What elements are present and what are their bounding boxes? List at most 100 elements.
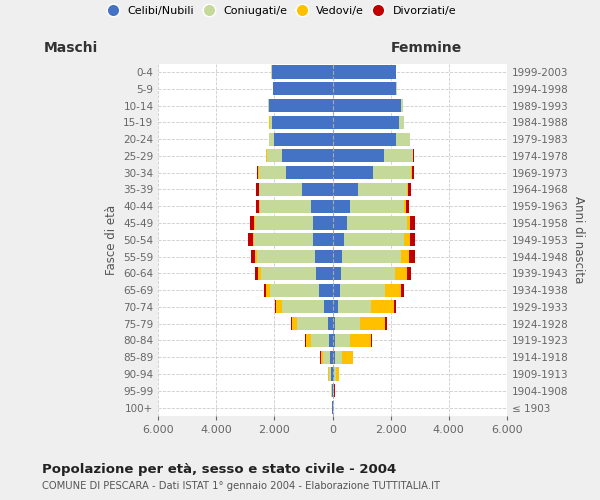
Bar (316, 267, 332, 280)
Bar (257, 250, 314, 263)
Bar (263, 284, 266, 296)
Bar (251, 250, 255, 263)
Bar (311, 200, 332, 213)
Bar (332, 166, 373, 179)
Bar (332, 267, 341, 280)
Bar (292, 317, 297, 330)
Bar (254, 216, 255, 230)
Text: Femmine: Femmine (391, 41, 462, 55)
Bar (332, 99, 401, 112)
Bar (286, 166, 332, 179)
Bar (313, 216, 332, 230)
Bar (331, 384, 332, 398)
Bar (385, 317, 387, 330)
Bar (360, 317, 385, 330)
Bar (332, 132, 396, 145)
Bar (332, 66, 396, 78)
Text: Maschi: Maschi (44, 41, 98, 55)
Bar (329, 368, 331, 380)
Bar (333, 384, 334, 398)
Bar (334, 368, 336, 380)
Bar (335, 350, 341, 364)
Bar (332, 250, 343, 263)
Bar (371, 300, 394, 314)
Bar (399, 116, 404, 129)
Bar (407, 183, 411, 196)
Bar (250, 216, 254, 230)
Bar (253, 234, 254, 246)
Bar (324, 300, 332, 314)
Bar (260, 200, 311, 213)
Bar (313, 234, 332, 246)
Bar (413, 150, 414, 162)
Bar (248, 234, 253, 246)
Text: Popolazione per età, sesso e stato civile - 2004: Popolazione per età, sesso e stato civil… (42, 462, 396, 475)
Bar (338, 300, 371, 314)
Bar (270, 284, 319, 296)
Bar (266, 284, 270, 296)
Bar (412, 166, 414, 179)
Bar (319, 284, 332, 296)
Bar (340, 284, 385, 296)
Bar (259, 166, 286, 179)
Bar (396, 82, 397, 96)
Bar (384, 150, 413, 162)
Bar (302, 183, 332, 196)
Bar (259, 183, 302, 196)
Bar (329, 334, 332, 347)
Bar (394, 300, 395, 314)
Bar (255, 267, 259, 280)
Text: COMUNE DI PESCARA - Dati ISTAT 1° gennaio 2004 - Elaborazione TUTTITALIA.IT: COMUNE DI PESCARA - Dati ISTAT 1° gennai… (42, 481, 440, 491)
Bar (282, 150, 332, 162)
Bar (297, 317, 328, 330)
Bar (257, 166, 258, 179)
Bar (332, 116, 399, 129)
Bar (404, 200, 406, 213)
Bar (332, 300, 338, 314)
Bar (269, 99, 332, 112)
Bar (335, 334, 350, 347)
Bar (332, 317, 335, 330)
Bar (332, 334, 335, 347)
Bar (385, 284, 401, 296)
Bar (256, 200, 259, 213)
Bar (272, 66, 332, 78)
Bar (410, 234, 415, 246)
Y-axis label: Fasce di età: Fasce di età (105, 204, 118, 275)
Bar (256, 183, 259, 196)
Bar (261, 267, 316, 280)
Bar (332, 284, 340, 296)
Bar (277, 300, 282, 314)
Bar (320, 350, 323, 364)
Bar (350, 334, 371, 347)
Bar (291, 317, 292, 330)
Legend: Celibi/Nubili, Coniugati/e, Vedovi/e, Divorziati/e: Celibi/Nubili, Coniugati/e, Vedovi/e, Di… (107, 6, 457, 16)
Bar (350, 200, 404, 213)
Bar (255, 250, 257, 263)
Bar (341, 350, 353, 364)
Bar (341, 267, 395, 280)
Bar (401, 250, 409, 263)
Bar (266, 150, 282, 162)
Bar (401, 99, 403, 112)
Bar (282, 300, 324, 314)
Bar (268, 99, 269, 112)
Bar (311, 334, 329, 347)
Bar (259, 267, 261, 280)
Y-axis label: Anni di nascita: Anni di nascita (572, 196, 585, 284)
Bar (305, 334, 311, 347)
Bar (331, 368, 332, 380)
Bar (314, 250, 332, 263)
Bar (332, 200, 350, 213)
Bar (274, 132, 332, 145)
Bar (269, 132, 274, 145)
Bar (401, 284, 404, 296)
Bar (273, 82, 332, 96)
Bar (358, 183, 407, 196)
Bar (373, 166, 411, 179)
Bar (328, 368, 329, 380)
Bar (335, 317, 360, 330)
Bar (254, 234, 313, 246)
Bar (332, 150, 384, 162)
Bar (328, 317, 332, 330)
